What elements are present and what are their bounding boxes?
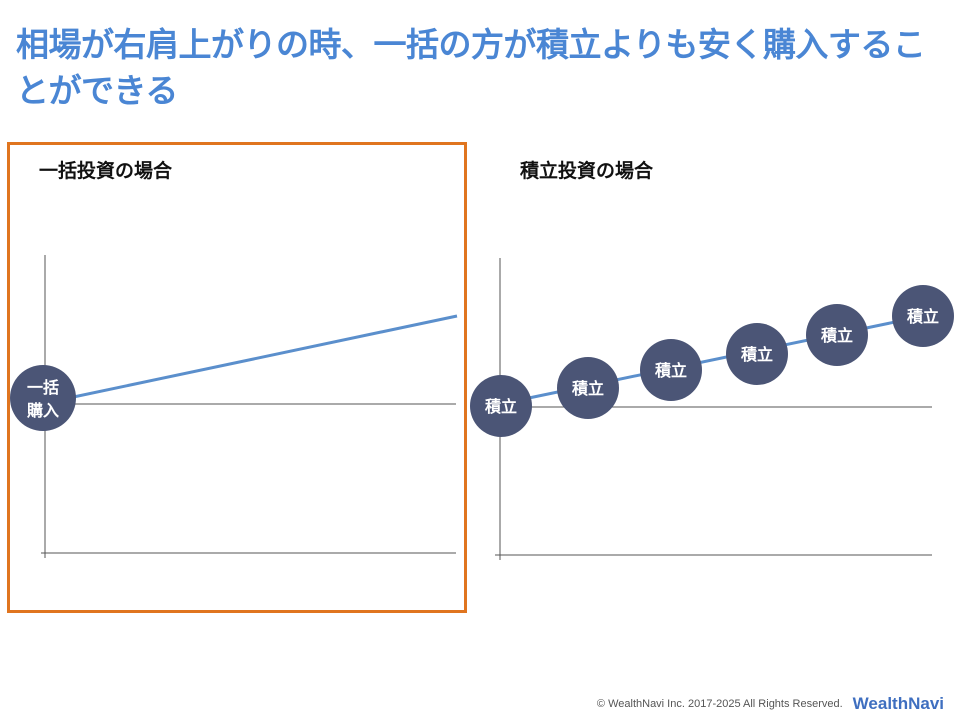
- dca-panel-label: 積立投資の場合: [520, 160, 654, 182]
- highlight-box: [7, 142, 467, 613]
- dca-purchase-circle-5: [806, 304, 868, 366]
- dca-circle-label-3: 積立: [654, 361, 687, 380]
- lump-sum-circle-label-line1: 一括: [27, 378, 59, 397]
- dca-circle-label-4: 積立: [740, 345, 773, 364]
- copyright-text: © WealthNavi Inc. 2017-2025 All Rights R…: [596, 698, 843, 710]
- dca-circle-label-6: 積立: [906, 307, 939, 326]
- dca-purchase-circle-3: [640, 339, 702, 401]
- dca-circle-label-2: 積立: [571, 379, 604, 398]
- lump-sum-purchase-circle: [10, 365, 76, 431]
- page-title: 相場が右肩上がりの時、一括の方が積立よりも安く購入することができる: [16, 25, 926, 110]
- dca-purchase-circle-1: [470, 375, 532, 437]
- dca-purchase-circle-4: [726, 323, 788, 385]
- footer: © WealthNavi Inc. 2017-2025 All Rights R…: [597, 694, 944, 714]
- dca-purchase-circle-6: [892, 285, 954, 347]
- lump-sum-price-line: [44, 314, 458, 405]
- dca-circle-label-1: 積立: [484, 397, 517, 416]
- dca-circle-label-5: 積立: [820, 326, 853, 345]
- lump-sum-circle-label-line2: 購入: [26, 401, 59, 420]
- brand-logo: WealthNavi: [852, 694, 944, 713]
- dca-purchase-circle-2: [557, 357, 619, 419]
- lump-sum-panel-label: 一括投資の場合: [39, 160, 173, 182]
